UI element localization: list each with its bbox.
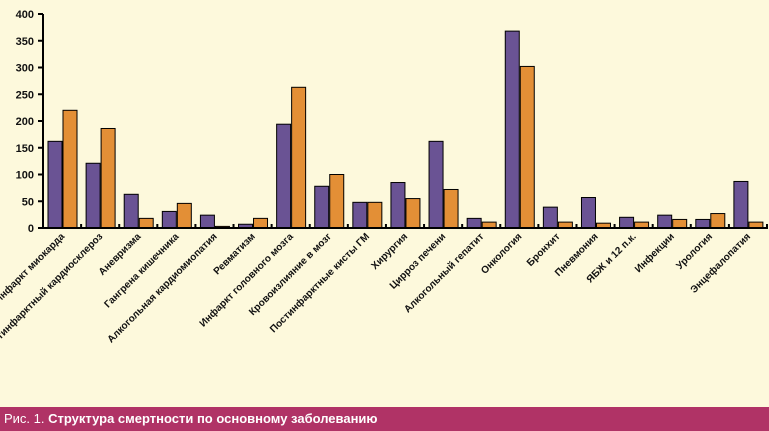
y-tick-label: 150 bbox=[16, 143, 34, 155]
y-tick-label: 400 bbox=[16, 9, 34, 21]
y-tick-label: 300 bbox=[16, 63, 34, 75]
bar-1 bbox=[47, 140, 63, 229]
x-tick-label: Бронхит bbox=[525, 231, 563, 269]
bar-1 bbox=[276, 123, 292, 229]
bar-1 bbox=[428, 140, 444, 229]
caption-prefix: Рис. 1. bbox=[4, 411, 45, 426]
bar-2 bbox=[710, 213, 726, 229]
x-tick-label: Онкология bbox=[479, 231, 524, 276]
bar-1 bbox=[657, 214, 673, 229]
bar-2 bbox=[329, 174, 345, 229]
bar-1 bbox=[314, 185, 330, 229]
bar-1 bbox=[390, 182, 406, 229]
bar-1 bbox=[199, 214, 215, 229]
x-tick-label: Инфекции bbox=[632, 231, 676, 275]
y-tick-label: 50 bbox=[22, 196, 34, 208]
bar-1 bbox=[352, 201, 368, 229]
bar-1 bbox=[733, 180, 749, 229]
bar-1 bbox=[619, 216, 635, 229]
bar-1 bbox=[504, 30, 520, 229]
x-tick-label: Урология bbox=[674, 231, 715, 272]
x-tick-label: Хирургия bbox=[369, 231, 410, 272]
bar-1 bbox=[466, 217, 482, 229]
y-tick-label: 250 bbox=[16, 89, 34, 101]
bar-2 bbox=[405, 198, 421, 229]
bar-2 bbox=[138, 217, 154, 229]
bar-1 bbox=[85, 162, 101, 229]
bar-2 bbox=[519, 65, 535, 229]
y-tick-label: 200 bbox=[16, 116, 34, 128]
bar-2 bbox=[176, 202, 192, 229]
bar-2 bbox=[100, 127, 116, 229]
caption-title: Структура смертности по основному заболе… bbox=[48, 411, 378, 426]
bar-1 bbox=[123, 193, 139, 229]
bar-2 bbox=[62, 109, 78, 229]
bar-1 bbox=[580, 197, 596, 229]
bar-1 bbox=[695, 218, 711, 229]
x-tick-label: Гангрена кишечника bbox=[102, 231, 181, 310]
y-tick-label: 0 bbox=[28, 223, 34, 235]
figure-caption: Рис. 1. Структура смертности по основном… bbox=[0, 407, 769, 431]
bar-2 bbox=[253, 217, 269, 229]
y-tick-label: 350 bbox=[16, 36, 34, 48]
x-tick-label: Алкогольный гепатит bbox=[402, 231, 486, 315]
bar-2 bbox=[443, 188, 459, 229]
bar-1 bbox=[161, 210, 177, 229]
bar-2 bbox=[672, 218, 688, 229]
bar-2 bbox=[291, 86, 307, 229]
bar-2 bbox=[367, 201, 383, 229]
y-tick-label: 100 bbox=[16, 170, 34, 182]
bar-1 bbox=[542, 206, 558, 229]
